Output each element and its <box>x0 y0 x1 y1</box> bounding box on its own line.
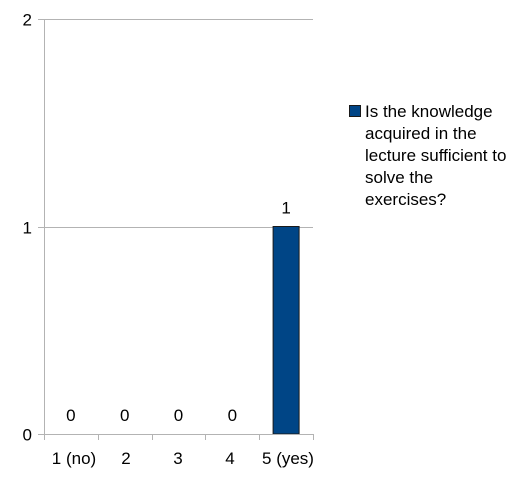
x-tick-label: 1 (no) <box>52 449 96 468</box>
x-tick-label: 4 <box>225 449 234 468</box>
x-tick-label: 3 <box>173 449 182 468</box>
y-tick-label: 0 <box>23 426 32 445</box>
bar <box>272 226 300 435</box>
legend-label: Is the knowledge acquired in the lecture… <box>365 102 507 209</box>
y-tick-label: 2 <box>23 11 32 30</box>
legend-swatch <box>349 105 361 117</box>
labels: 0 1 2 1 (no) 2 3 4 5 (yes) 0 0 0 0 1 <box>23 11 314 469</box>
data-label: 0 <box>174 406 183 425</box>
axes <box>38 19 314 440</box>
x-tick-label: 2 <box>121 449 130 468</box>
bars <box>272 226 300 435</box>
y-tick-label: 1 <box>23 219 32 238</box>
data-label: 0 <box>120 406 129 425</box>
data-label: 0 <box>66 406 75 425</box>
data-label: 0 <box>228 406 237 425</box>
legend: Is the knowledge acquired in the lecture… <box>349 101 519 211</box>
data-label: 1 <box>281 199 290 218</box>
x-tick-label: 5 (yes) <box>262 449 314 468</box>
